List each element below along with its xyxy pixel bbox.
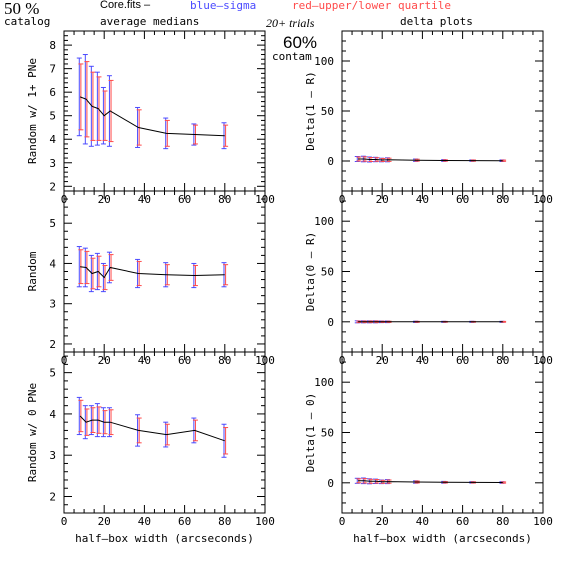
catalog-label: catalog (4, 15, 51, 28)
delta-plots-label: delta plots (400, 15, 473, 28)
panel-4-ytick-label: 0 (327, 316, 334, 329)
panel-1-ytick-label: 3 (49, 157, 56, 170)
panel-3-xtick-label: 80 (218, 354, 231, 367)
panel-1-xtick-label: 60 (178, 193, 191, 206)
panel-5-xtick-label: 60 (178, 515, 191, 528)
panel-1-ytick-label: 8 (49, 39, 56, 52)
panel-2-xtick-label: 20 (376, 193, 389, 206)
panel-5-xtick-label: 20 (98, 515, 111, 528)
panel-2-ytick-label: 100 (314, 55, 334, 68)
panel-1-ytick-label: 6 (49, 86, 56, 99)
panel-6-ytick-label: 100 (314, 376, 334, 389)
panel-5-ylabel: Random w/ 0 PNe (26, 383, 39, 482)
panel-2-ylabel: Delta(1 – R) (304, 71, 317, 150)
panel-3-median-line (80, 266, 225, 279)
panel-3-xtick-label: 40 (138, 354, 151, 367)
panel-6-ylabel: Delta(1 – 0) (304, 393, 317, 472)
panel-1-xtick-label: 20 (98, 193, 111, 206)
panel-6-frame (341, 351, 544, 514)
panel-4-xtick-label: 80 (496, 354, 509, 367)
panel-2-frame (341, 30, 544, 192)
panel-1-frame (63, 30, 266, 192)
panel-5-xlabel: half–box width (arcseconds) (75, 532, 254, 545)
panel-6-ytick-label: 0 (327, 477, 334, 490)
panel-2-xtick-label: 60 (456, 193, 469, 206)
panel-5-xtick-label: 100 (255, 515, 275, 528)
panel-1-xtick-label: 40 (138, 193, 151, 206)
panel-3-ylabel: Random (26, 251, 39, 291)
contam-label: contam (272, 50, 312, 63)
panel-4-ytick-label: 50 (321, 266, 334, 279)
panel-6-xtick-label: 100 (533, 515, 553, 528)
percent-left: 50 % (4, 0, 40, 18)
panel-5-xtick-label: 40 (138, 515, 151, 528)
panel-5-ytick-label: 2 (49, 490, 56, 503)
panel-6-xtick-label: 0 (339, 515, 346, 528)
panel-2-ytick-label: 0 (327, 155, 334, 168)
panel-4-xtick-label: 40 (416, 354, 429, 367)
panel-6-xtick-label: 40 (416, 515, 429, 528)
panel-5-ytick-label: 5 (49, 367, 56, 380)
panel-6-xlabel: half–box width (arcseconds) (353, 532, 532, 545)
panel-3-xtick-label: 20 (98, 354, 111, 367)
panel-5-xtick-label: 0 (61, 515, 68, 528)
panel-1-ylabel: Random w/ 1+ PNe (26, 58, 39, 164)
panel-4-xtick-label: 20 (376, 354, 389, 367)
panel-3-ytick-label: 5 (49, 217, 56, 230)
panel-1-ytick-label: 5 (49, 110, 56, 123)
panel-5-median-line (79, 415, 225, 442)
panel-2-ytick-label: 50 (321, 105, 334, 118)
panel-1-ytick-label: 7 (49, 63, 56, 76)
panel-5-xtick-label: 80 (218, 515, 231, 528)
panel-1-ytick-label: 2 (49, 180, 56, 193)
panel-6-xtick-label: 20 (376, 515, 389, 528)
panel-1-ytick-label: 4 (49, 133, 56, 146)
panel-3-frame (63, 190, 266, 353)
panel-5-ytick-label: 3 (49, 449, 56, 462)
blue-sigma-legend: blue–sigma (190, 0, 257, 12)
panel-2-xtick-label: 80 (496, 193, 509, 206)
panel-4-xtick-label: 60 (456, 354, 469, 367)
core-label: Core.fits – (100, 0, 151, 11)
panel-6-xtick-label: 60 (456, 515, 469, 528)
panel-3-ytick-label: 2 (49, 338, 56, 351)
panel-4-ylabel: Delta(0 – R) (304, 232, 317, 311)
panel-4-ytick-label: 100 (314, 215, 334, 228)
panel-6-median-line (358, 480, 503, 483)
panel-1-median-line (79, 96, 225, 137)
panel-6-ytick-label: 50 (321, 427, 334, 440)
trials-label: 20+ trials (266, 16, 315, 30)
average-medians-label: average medians (100, 15, 200, 28)
red-quartile-legend: red–upper/lower quartile (292, 0, 451, 12)
panel-6-xtick-label: 80 (496, 515, 509, 528)
panel-2-xtick-label: 40 (416, 193, 429, 206)
panel-3-ytick-label: 3 (49, 298, 56, 311)
panel-1-xtick-label: 80 (218, 193, 231, 206)
panel-3-xtick-label: 60 (178, 354, 191, 367)
panel-2-median-line (358, 158, 503, 162)
panel-4-frame (341, 190, 544, 353)
panel-3-ytick-label: 4 (49, 257, 56, 270)
panel-5-ytick-label: 4 (49, 408, 56, 421)
percent-center: 60% (283, 33, 318, 52)
